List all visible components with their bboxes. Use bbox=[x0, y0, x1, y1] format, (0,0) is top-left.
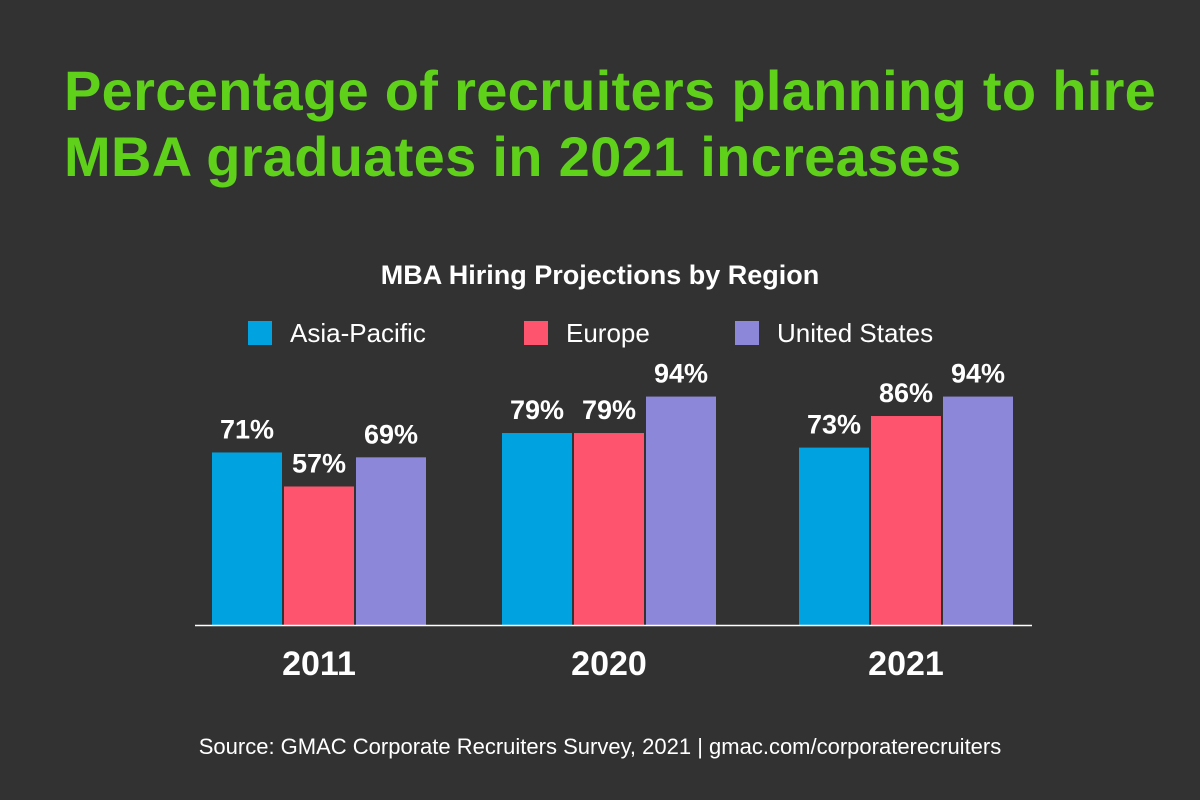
data-label-asia-pacific-2020: 79% bbox=[510, 395, 564, 425]
x-tick-label-2020: 2020 bbox=[571, 645, 647, 683]
legend-item-united-states: United States bbox=[735, 316, 933, 350]
bar-europe-2011 bbox=[284, 486, 354, 625]
legend-swatch-europe bbox=[524, 321, 548, 345]
legend-label-united-states: United States bbox=[777, 317, 934, 348]
data-label-europe-2011: 57% bbox=[292, 448, 346, 478]
chart-title: MBA Hiring Projections by Region bbox=[380, 260, 820, 290]
legend-swatch-united-states bbox=[735, 321, 759, 345]
data-label-asia-pacific-2021: 73% bbox=[807, 410, 861, 440]
data-label-europe-2021: 86% bbox=[879, 378, 933, 408]
legend-label-asia-pacific: Asia-Pacific bbox=[290, 317, 426, 348]
bar-asia-pacific-2020 bbox=[502, 433, 572, 625]
bar-united-states-2011 bbox=[356, 457, 426, 625]
x-tick-label-2011: 2011 bbox=[282, 645, 356, 683]
bar-asia-pacific-2011 bbox=[212, 452, 282, 625]
x-tick-label-2021: 2021 bbox=[868, 645, 944, 683]
data-label-united-states-2020: 94% bbox=[654, 359, 708, 389]
bar-europe-2021 bbox=[871, 416, 941, 625]
source-note: Source: GMAC Corporate Recruiters Survey… bbox=[198, 734, 1002, 759]
chart-legend: Asia-Pacific Europe United States bbox=[0, 316, 1200, 350]
legend-item-asia-pacific: Asia-Pacific bbox=[248, 316, 426, 350]
legend-label-europe: Europe bbox=[566, 317, 650, 348]
legend-item-europe: Europe bbox=[524, 316, 650, 350]
data-label-united-states-2011: 69% bbox=[364, 419, 418, 449]
data-label-united-states-2021: 94% bbox=[951, 359, 1005, 389]
headline: Percentage of recruiters planning to hir… bbox=[64, 59, 1157, 188]
bar-united-states-2021 bbox=[943, 396, 1013, 625]
data-label-asia-pacific-2011: 71% bbox=[220, 414, 274, 444]
data-label-europe-2020: 79% bbox=[582, 395, 636, 425]
legend-swatch-asia-pacific bbox=[248, 321, 272, 345]
bar-united-states-2020 bbox=[646, 396, 716, 625]
bar-asia-pacific-2021 bbox=[799, 447, 869, 625]
bar-europe-2020 bbox=[574, 433, 644, 625]
